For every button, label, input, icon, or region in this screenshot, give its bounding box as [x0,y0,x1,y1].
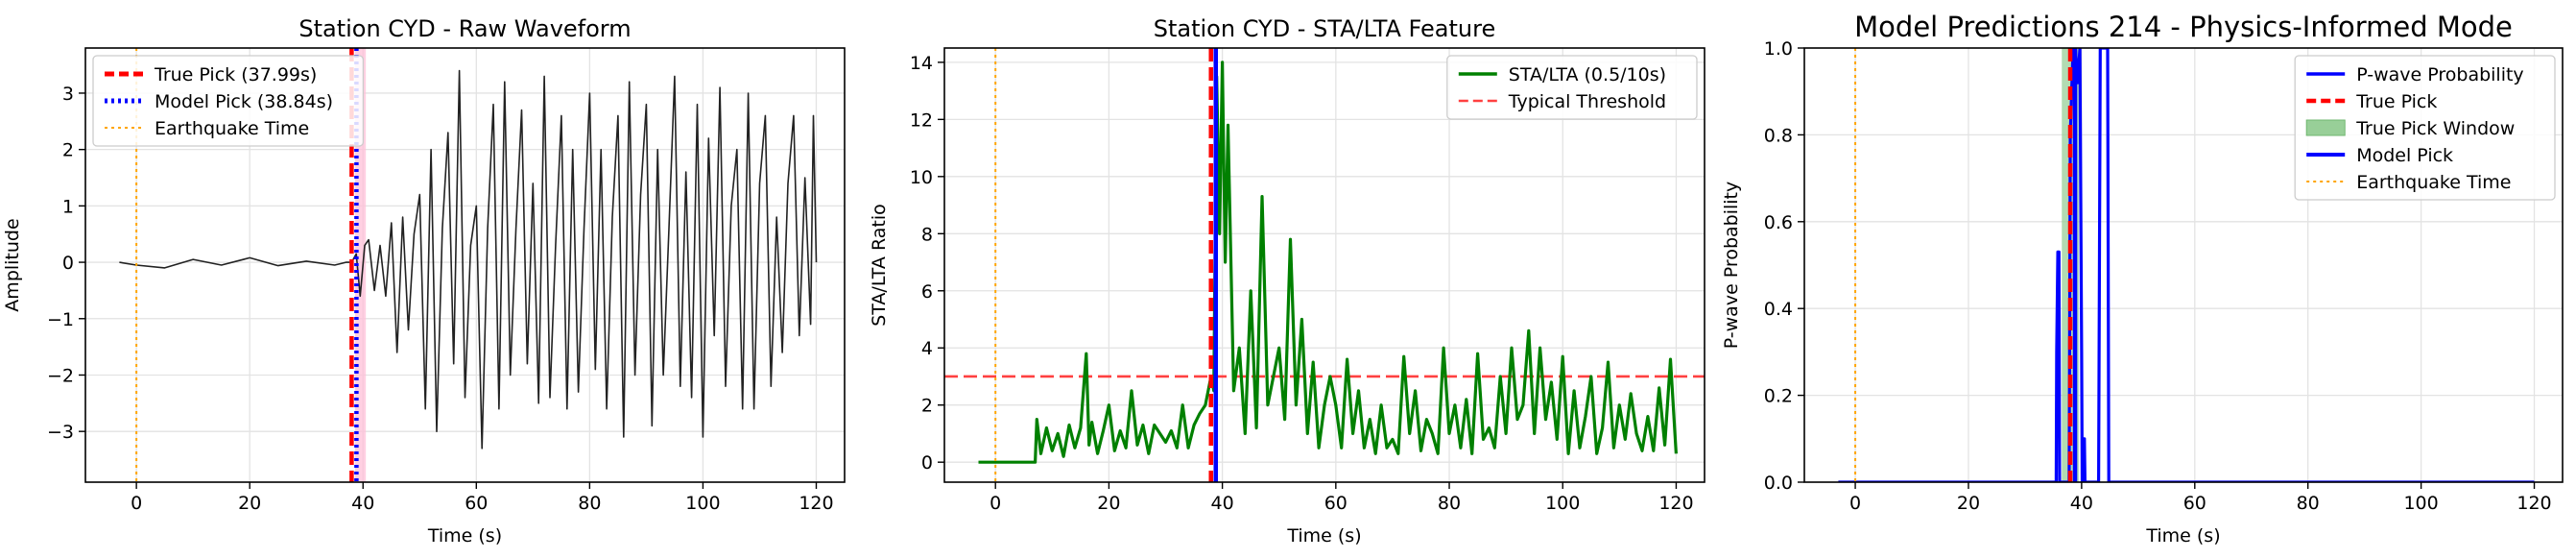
legend-label: True Pick (37.99s) [154,64,317,85]
y-tick-label: −2 [47,365,74,386]
x-tick-label: 80 [2297,493,2320,514]
x-axis-label: Time (s) [1286,525,1361,547]
chart-panel-1: 0 20 40 60 80 100 120 −3 −2 −1 0 1 2 3 Station CYD - R… [2,15,846,547]
y-tick-label: 0.0 [1764,473,1793,494]
x-tick-label: 80 [1438,493,1461,514]
y-axis-label: Amplitude [2,218,23,311]
legend: True Pick (37.99s) Model Pick (38.84s) Ear… [92,55,365,147]
chart-title: Station CYD - STA/LTA Feature [1154,15,1495,42]
y-axis-label: STA/LTA Ratio [869,204,890,327]
y-tick-label: 0.4 [1764,299,1793,320]
y-tick-label: 1.0 [1764,38,1793,60]
x-tick-label: 40 [2070,493,2093,514]
legend-box [92,55,365,147]
y-tick-label: 0 [62,253,74,274]
y-tick-label: 0.2 [1764,386,1793,407]
x-tick-label: 60 [465,493,488,514]
legend-box [1446,55,1698,120]
y-tick-label: 10 [910,167,933,188]
y-axis-label: P-wave Probability [1721,182,1742,350]
chart-panel-3: 0 20 40 60 80 100 120 0.0 0.2 0.4 0.6 0.8 1.0 Model P… [1721,11,2564,547]
legend: P-wave Probability True Pick True Pick Win… [2294,55,2556,201]
series-line [978,61,1678,464]
legend-label: True Pick [2355,91,2437,112]
x-tick-label: 0 [990,493,1001,514]
y-tick-label: 4 [921,338,933,359]
y-tick-label: 12 [910,109,933,131]
x-tick-label: 20 [238,493,261,514]
y-tick-label: −3 [47,422,74,443]
x-tick-label: 20 [1957,493,1980,514]
legend-swatch [2305,119,2346,136]
shaded-span [354,48,367,482]
legend: STA/LTA (0.5/10s) Typical Threshold [1446,55,1698,120]
x-tick-label: 60 [2183,493,2206,514]
x-tick-label: 100 [2403,493,2438,514]
chart-title: Station CYD - Raw Waveform [298,15,631,42]
chart-title: Model Predictions 214 - Physics-Informed… [1854,11,2513,43]
axes-frame [943,47,1705,483]
axes-frame [84,47,846,483]
plot-area [1838,48,2535,482]
x-tick-label: 100 [1545,493,1580,514]
x-tick-label: 80 [578,493,601,514]
axes-frame [1803,47,2564,483]
legend-label: Earthquake Time [155,118,309,139]
x-tick-label: 0 [131,493,142,514]
legend-label: True Pick Window [2355,118,2515,139]
x-tick-label: 60 [1324,493,1348,514]
x-tick-label: 120 [2516,493,2551,514]
series-line [119,69,818,450]
series-line [1838,48,2535,482]
x-tick-label: 0 [1849,493,1861,514]
y-tick-label: 3 [62,84,74,105]
x-tick-label: 120 [799,493,833,514]
x-tick-label: 40 [1211,493,1234,514]
x-tick-label: 20 [1097,493,1120,514]
plot-area [944,48,1705,482]
legend-box [2294,55,2556,201]
x-axis-label: Time (s) [2145,525,2220,547]
y-tick-label: 0 [921,452,933,474]
y-tick-label: 0.8 [1764,125,1793,146]
legend-label: Earthquake Time [2356,172,2511,193]
y-tick-label: 0.6 [1764,212,1793,233]
x-tick-label: 120 [1658,493,1693,514]
x-tick-label: 40 [351,493,374,514]
y-tick-label: 14 [910,53,933,74]
legend-label: Typical Threshold [1508,91,1666,112]
y-tick-label: 8 [921,224,933,245]
y-tick-label: 1 [62,196,74,217]
y-tick-label: 2 [921,396,933,417]
legend-label: Model Pick [2356,145,2453,166]
plot-area [119,48,818,482]
y-tick-label: 6 [921,281,933,303]
x-tick-label: 100 [685,493,720,514]
legend-label: P-wave Probability [2356,64,2524,85]
legend-label: Model Pick (38.84s) [155,91,333,112]
x-axis-label: Time (s) [427,525,502,547]
legend-label: STA/LTA (0.5/10s) [1509,64,1666,85]
y-tick-label: −1 [47,309,74,330]
chart-panel-2: 0 20 40 60 80 100 120 0 2 4 6 8 10 12 14 Station CYD - … [869,15,1705,547]
y-tick-label: 2 [62,140,74,161]
